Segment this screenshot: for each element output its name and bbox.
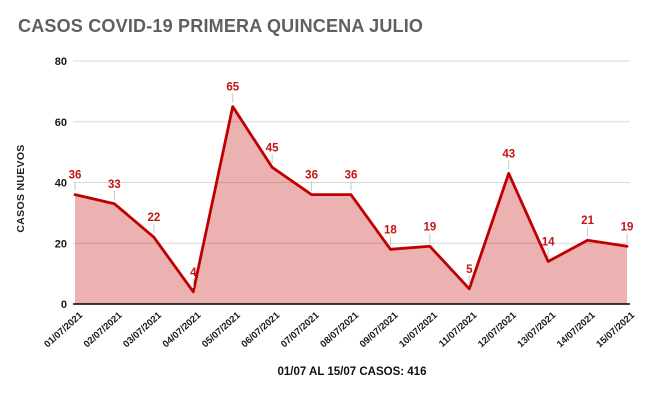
series-line xyxy=(73,105,629,294)
data-point-label: 22 xyxy=(147,212,160,224)
data-point-label: 36 xyxy=(345,170,358,182)
x-tick-label: 11/07/2021 xyxy=(437,310,480,350)
data-point-label: 19 xyxy=(423,221,436,233)
x-tick-label: 01/07/2021 xyxy=(42,310,85,350)
area-fill xyxy=(75,106,627,304)
data-point-label: 36 xyxy=(69,170,82,182)
data-point-label: 21 xyxy=(581,215,594,227)
data-point-label: 19 xyxy=(621,221,634,233)
x-tick-label: 14/07/2021 xyxy=(555,310,598,350)
x-tick-label: 03/07/2021 xyxy=(121,310,164,350)
x-tick-label: 05/07/2021 xyxy=(200,310,243,350)
data-point-label: 4 xyxy=(190,267,197,279)
x-tick-label: 09/07/2021 xyxy=(358,310,401,350)
data-point-label: 65 xyxy=(226,82,239,94)
y-tick-label: 60 xyxy=(55,117,67,129)
x-tick-label: 10/07/2021 xyxy=(397,310,440,350)
data-point-label: 18 xyxy=(384,224,397,236)
data-point-label: 45 xyxy=(266,142,279,154)
x-tick-label: 08/07/2021 xyxy=(318,310,361,350)
y-tick-label: 0 xyxy=(61,299,67,311)
data-point-label: 43 xyxy=(502,148,515,160)
chart-title: CASOS COVID-19 PRIMERA QUINCENA JULIO xyxy=(18,16,424,36)
y-axis-title: CASOS NUEVOS xyxy=(15,144,27,232)
y-tick-label: 40 xyxy=(55,178,67,190)
x-tick-label: 06/07/2021 xyxy=(239,310,282,350)
footer-note: 01/07 AL 15/07 CASOS: 416 xyxy=(277,366,427,378)
x-tick-label: 04/07/2021 xyxy=(161,310,204,350)
data-point-label: 33 xyxy=(108,179,121,191)
x-tick-label: 07/07/2021 xyxy=(279,310,322,350)
x-tick-label: 02/07/2021 xyxy=(82,310,125,350)
y-tick-label: 80 xyxy=(55,56,67,68)
y-tick-label: 20 xyxy=(55,238,67,250)
x-tick-label: 15/07/2021 xyxy=(594,310,637,350)
x-tick-label: 12/07/2021 xyxy=(476,310,519,350)
data-point-label: 36 xyxy=(305,170,318,182)
data-point-label: 14 xyxy=(542,236,555,248)
x-tick-label: 13/07/2021 xyxy=(515,310,558,350)
data-point-label: 5 xyxy=(466,264,473,276)
